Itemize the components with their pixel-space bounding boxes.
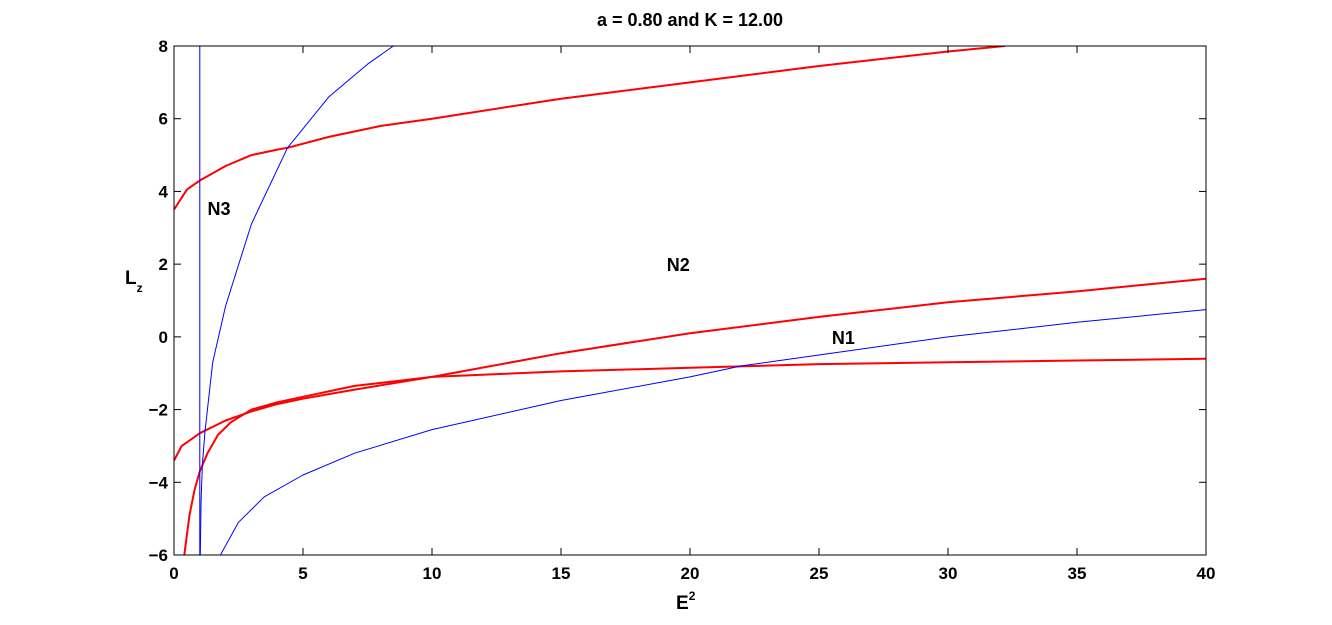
y-tick-label: 6 xyxy=(159,110,168,129)
x-tick-label: 0 xyxy=(169,564,178,583)
x-axis-label-superscript: 2 xyxy=(689,589,696,603)
x-tick-label: 10 xyxy=(423,564,442,583)
chart-title: a = 0.80 and K = 12.00 xyxy=(597,10,783,30)
tick-labels: 0 5 10 15 20 25 30 35 40 −6 −4 −2 0 2 4 6 8 xyxy=(149,37,1216,583)
x-tick-label: 5 xyxy=(298,564,307,583)
x-tick-label: 20 xyxy=(681,564,700,583)
x-tick-label: 25 xyxy=(810,564,829,583)
region-label-n2: N2 xyxy=(667,255,690,275)
region-label-n1: N1 xyxy=(832,328,855,348)
y-tick-label: 8 xyxy=(159,37,168,56)
series-line-2 xyxy=(174,277,1206,461)
series-line-6 xyxy=(219,309,1206,555)
y-axis-label-subscript: z xyxy=(137,281,143,295)
x-axis-label: E2 xyxy=(676,589,696,614)
y-tick-label: −2 xyxy=(149,401,168,420)
y-axis-label-base: L xyxy=(125,268,137,289)
y-tick-label: 0 xyxy=(159,328,168,347)
series-line-1 xyxy=(174,46,1005,211)
x-tick-label: 30 xyxy=(939,564,958,583)
x-tick-label: 35 xyxy=(1068,564,1087,583)
axis-ticks xyxy=(173,45,1207,556)
x-tick-label: 15 xyxy=(552,564,571,583)
series-line-3 xyxy=(183,357,1206,555)
y-tick-label: 4 xyxy=(159,182,169,201)
region-label-n3: N3 xyxy=(208,199,231,219)
y-tick-label: −6 xyxy=(149,546,168,565)
x-axis-label-base: E xyxy=(676,593,689,614)
x-tick-label: 40 xyxy=(1197,564,1216,583)
y-axis-label: Lz xyxy=(125,268,143,295)
series-line-5 xyxy=(199,46,394,555)
region-labels: N3 N2 N1 xyxy=(208,199,855,348)
y-tick-label: 2 xyxy=(159,255,168,274)
plot-frame xyxy=(173,45,1207,556)
series-layer xyxy=(174,46,1206,555)
y-tick-label: −4 xyxy=(149,473,169,492)
